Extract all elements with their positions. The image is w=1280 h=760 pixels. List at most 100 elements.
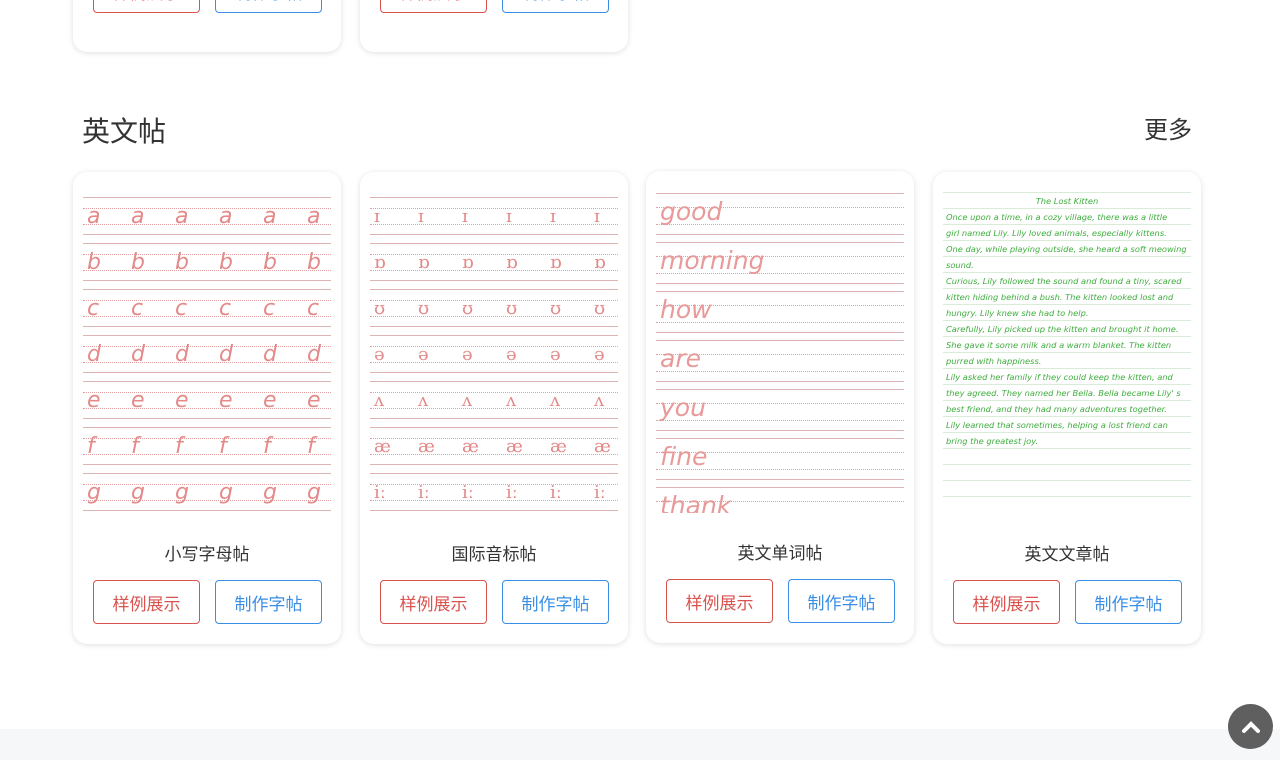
article-line: Once upon a time, in a cozy village, the… xyxy=(943,208,1191,224)
practice-glyph: f xyxy=(219,434,227,459)
practice-glyph: ɒ xyxy=(374,252,386,273)
practice-glyph: d xyxy=(175,342,189,367)
practice-glyph: f xyxy=(87,434,95,459)
make-button[interactable]: 制作字帖 xyxy=(215,580,322,624)
article-line: purred with happiness. xyxy=(943,352,1191,368)
practice-glyph: ʌ xyxy=(506,390,517,411)
practice-row: are xyxy=(656,340,904,382)
practice-glyph: c xyxy=(87,296,100,321)
practice-glyph: ɪ xyxy=(594,206,600,227)
practice-glyph: ɒ xyxy=(594,252,606,273)
practice-glyph: ə xyxy=(506,344,517,365)
practice-glyph: ʊ xyxy=(462,298,474,319)
practice-glyph: ʊ xyxy=(418,298,430,319)
sample-button[interactable]: 样例展示 xyxy=(93,580,200,624)
practice-word: you xyxy=(660,393,706,422)
make-button[interactable]: 制作字帖 xyxy=(788,579,895,623)
practice-glyph: f xyxy=(175,434,183,459)
practice-glyph: g xyxy=(175,480,189,505)
practice-glyph: e xyxy=(87,388,101,413)
sample-button[interactable]: 样例展示 xyxy=(666,579,773,623)
practice-row: iː iː iː iː iː iː xyxy=(370,473,618,511)
practice-row: good xyxy=(656,193,904,235)
practice-row: thank xyxy=(656,487,904,513)
practice-glyph: æ xyxy=(506,436,523,457)
practice-glyph: ʌ xyxy=(418,390,429,411)
more-link[interactable]: 更多 xyxy=(1144,116,1192,144)
practice-glyph: ʌ xyxy=(374,390,385,411)
practice-glyph: f xyxy=(263,434,271,459)
practice-glyph: c xyxy=(307,296,320,321)
practice-glyph: c xyxy=(131,296,144,321)
practice-glyph: a xyxy=(131,204,145,229)
article-heading: The Lost Kitten xyxy=(943,192,1191,208)
card-title: 小写字母帖 xyxy=(164,545,250,565)
card-title: 国际音标帖 xyxy=(451,545,537,565)
article-line: they agreed. They named her Bella. Bella… xyxy=(943,384,1191,400)
practice-glyph: d xyxy=(307,342,321,367)
sample-button[interactable]: 样例展示 xyxy=(380,0,487,13)
article-line: hungry. Lily knew she had to help. xyxy=(943,304,1191,320)
practice-glyph: ə xyxy=(374,344,385,365)
article-line: Carefully, Lily picked up the kitten and… xyxy=(943,320,1191,336)
practice-glyph: ɒ xyxy=(506,252,518,273)
practice-glyph: ɪ xyxy=(374,206,380,227)
practice-glyph: æ xyxy=(418,436,435,457)
sample-button[interactable]: 样例展示 xyxy=(93,0,200,13)
card-ipa[interactable]: ɪ ɪ ɪ ɪ ɪ ɪ ɒ ɒ ɒ ɒ ɒ ɒ ʊ ʊ ʊ ʊ ʊ ʊ ə ə ə ə ə ə ʌ ʌ ʌ ʌ ʌ ʌ æ æ æ æ æ æ iː iː… xyxy=(360,172,628,644)
practice-glyph: a xyxy=(219,204,233,229)
practice-glyph: iː xyxy=(418,482,430,503)
card-words[interactable]: good morning how are you fine thank 英文单词帖 样例展示… xyxy=(646,171,914,643)
practice-row: fine xyxy=(656,438,904,480)
back-to-top-button[interactable] xyxy=(1228,704,1273,749)
card-title: 英文文章帖 xyxy=(1024,545,1110,565)
sample-button[interactable]: 样例展示 xyxy=(380,580,487,624)
make-button[interactable]: 制作字帖 xyxy=(502,580,609,624)
practice-glyph: iː xyxy=(594,482,606,503)
practice-word: fine xyxy=(660,442,708,471)
article-line: sound. xyxy=(943,256,1191,272)
practice-glyph: f xyxy=(131,434,139,459)
practice-word: how xyxy=(660,295,712,324)
practice-glyph: iː xyxy=(550,482,562,503)
practice-glyph: d xyxy=(219,342,233,367)
practice-glyph: b xyxy=(175,250,189,275)
make-button[interactable]: 制作字帖 xyxy=(502,0,609,13)
practice-glyph: f xyxy=(307,434,315,459)
sample-button[interactable]: 样例展示 xyxy=(953,580,1060,624)
article-line: Lily asked her family if they could keep… xyxy=(943,368,1191,384)
practice-glyph: a xyxy=(87,204,101,229)
practice-glyph: e xyxy=(219,388,233,413)
sample-image: good morning how are you fine thank xyxy=(656,191,904,513)
practice-glyph: ʌ xyxy=(462,390,473,411)
article-line xyxy=(943,496,1191,512)
practice-glyph: a xyxy=(307,204,321,229)
card-article[interactable]: The Lost Kitten Once upon a time, in a co… xyxy=(933,172,1201,644)
section-title: 英文帖 xyxy=(82,115,167,148)
make-button[interactable]: 制作字帖 xyxy=(1075,580,1182,624)
practice-glyph: iː xyxy=(462,482,474,503)
practice-glyph: ə xyxy=(550,344,561,365)
prev-card-1: 样例展示 制作字帖 xyxy=(73,0,341,52)
practice-glyph: c xyxy=(219,296,232,321)
practice-glyph: g xyxy=(131,480,145,505)
practice-glyph: ɒ xyxy=(418,252,430,273)
practice-glyph: a xyxy=(263,204,277,229)
article-line: girl named Lily. Lily loved animals, esp… xyxy=(943,224,1191,240)
footer xyxy=(0,729,1280,760)
practice-glyph: ə xyxy=(418,344,429,365)
make-button[interactable]: 制作字帖 xyxy=(215,0,322,13)
practice-glyph: b xyxy=(87,250,101,275)
practice-glyph: ɒ xyxy=(462,252,474,273)
practice-glyph: b xyxy=(263,250,277,275)
practice-word: thank xyxy=(660,491,732,513)
practice-glyph: ɒ xyxy=(550,252,562,273)
